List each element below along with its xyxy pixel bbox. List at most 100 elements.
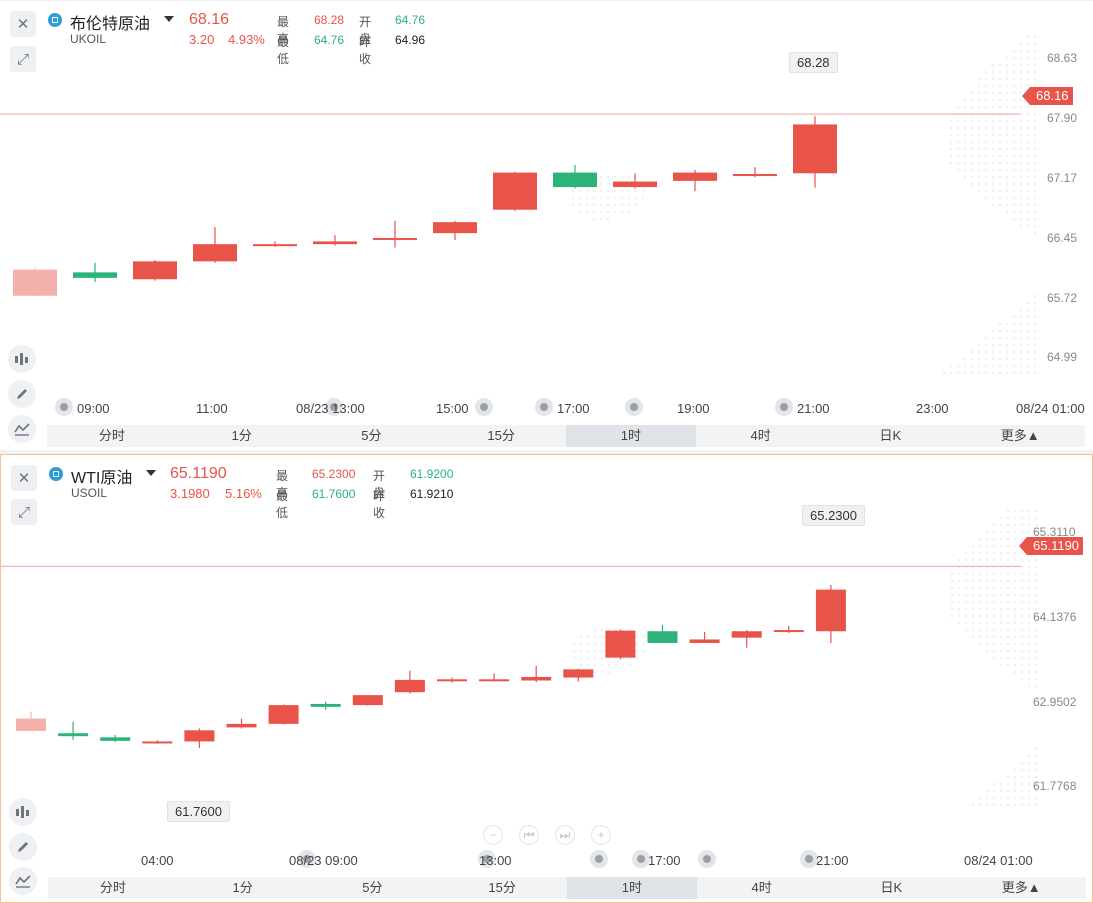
candle bbox=[793, 116, 837, 188]
candle-body bbox=[184, 730, 215, 742]
candle bbox=[773, 625, 804, 633]
prev-close-label: 昨收 bbox=[373, 489, 386, 520]
tab-daily[interactable]: 日K bbox=[879, 428, 902, 443]
chart-type-icon[interactable] bbox=[8, 345, 36, 373]
tab-5min[interactable]: 5分 bbox=[362, 880, 383, 895]
prev-close-value: 61.9210 bbox=[410, 487, 454, 501]
pencil-icon[interactable] bbox=[8, 380, 36, 408]
tab-more[interactable]: 更多▲ bbox=[1001, 880, 1041, 895]
event-marker-icon[interactable] bbox=[775, 398, 793, 416]
tab-1min[interactable]: 1分 bbox=[231, 428, 252, 443]
event-marker-icon[interactable] bbox=[535, 398, 553, 416]
tab-1hour[interactable]: 1时 bbox=[566, 425, 696, 447]
event-marker-icon[interactable] bbox=[298, 850, 316, 868]
tab-15min[interactable]: 15分 bbox=[487, 428, 515, 443]
last-price: 65.1190 bbox=[170, 465, 227, 482]
symbol-logo-icon bbox=[48, 13, 62, 27]
event-marker-icon[interactable] bbox=[698, 850, 716, 868]
indicator-icon[interactable] bbox=[9, 867, 37, 895]
event-marker-icon[interactable] bbox=[625, 398, 643, 416]
prev-close-label: 昨收 bbox=[359, 35, 372, 66]
candle-body bbox=[733, 173, 777, 177]
tab-1min[interactable]: 1分 bbox=[232, 880, 253, 895]
candle-body bbox=[394, 679, 425, 693]
candle-body bbox=[193, 244, 237, 262]
tab-more[interactable]: 更多▲ bbox=[1000, 428, 1040, 443]
candle bbox=[226, 718, 257, 729]
pencil-icon[interactable] bbox=[9, 833, 37, 861]
time-axis-label: 21:00 bbox=[797, 401, 830, 416]
symbol-code: USOIL bbox=[71, 486, 108, 500]
tab-1hour[interactable]: 1时 bbox=[567, 877, 697, 899]
candle bbox=[521, 665, 552, 683]
zoom-out-icon[interactable]: − bbox=[483, 825, 503, 845]
candle-body bbox=[563, 669, 594, 678]
candle-body bbox=[13, 269, 57, 296]
tab-daily[interactable]: 日K bbox=[880, 880, 903, 895]
caret-down-icon[interactable] bbox=[146, 470, 156, 476]
symbol-code: UKOIL bbox=[70, 32, 107, 46]
candle-body bbox=[673, 172, 717, 181]
candle bbox=[352, 695, 383, 706]
candle-body bbox=[553, 172, 597, 188]
tab-15min[interactable]: 15分 bbox=[488, 880, 516, 895]
candle-body bbox=[479, 679, 510, 682]
scroll-left-icon[interactable]: ⏮ bbox=[519, 825, 539, 845]
open-value: 61.9200 bbox=[410, 467, 454, 481]
tab-5min[interactable]: 5分 bbox=[361, 428, 382, 443]
candle bbox=[13, 268, 57, 296]
close-icon[interactable]: ✕ bbox=[10, 11, 36, 37]
candle bbox=[553, 165, 597, 189]
indicator-icon[interactable] bbox=[8, 415, 36, 443]
candle-body bbox=[815, 589, 846, 632]
symbol-name[interactable]: 布伦特原油 bbox=[70, 16, 151, 33]
change-value: 3.1980 bbox=[170, 486, 210, 501]
candle bbox=[268, 704, 299, 725]
event-marker-icon[interactable] bbox=[55, 398, 73, 416]
expand-icon[interactable]: ⤢ bbox=[11, 499, 37, 525]
tab-timeshare[interactable]: 分时 bbox=[98, 428, 125, 443]
candle bbox=[605, 629, 636, 660]
time-axis-label: 23:00 bbox=[916, 401, 949, 416]
candle bbox=[437, 677, 467, 683]
candle-body bbox=[142, 741, 173, 744]
event-marker-icon[interactable] bbox=[590, 850, 608, 868]
high-value: 65.2300 bbox=[312, 467, 356, 481]
candle-body bbox=[689, 639, 720, 643]
candle bbox=[479, 673, 510, 682]
period-tabs: 分时 1分 5分 15分 1时 4时 日K 更多▲ bbox=[48, 877, 1086, 899]
candle bbox=[253, 241, 297, 247]
event-marker-icon[interactable] bbox=[475, 398, 493, 416]
candle bbox=[689, 631, 720, 643]
caret-down-icon[interactable] bbox=[164, 16, 174, 22]
event-marker-icon[interactable] bbox=[325, 398, 343, 416]
symbol-name[interactable]: WTI原油 bbox=[71, 470, 133, 487]
candle-body bbox=[605, 630, 636, 658]
event-marker-icon[interactable] bbox=[632, 850, 650, 868]
candle bbox=[673, 169, 717, 192]
tab-timeshare[interactable]: 分时 bbox=[99, 880, 126, 895]
change-percent: 4.93% bbox=[228, 32, 265, 47]
event-marker-icon[interactable] bbox=[800, 850, 818, 868]
zoom-in-icon[interactable]: + bbox=[591, 825, 611, 845]
candle-body bbox=[647, 631, 678, 643]
candlestick-chart[interactable] bbox=[1, 455, 1093, 855]
high-label: 最高 bbox=[277, 15, 290, 46]
time-axis-label: 09:00 bbox=[77, 401, 110, 416]
candlestick-chart[interactable] bbox=[0, 1, 1093, 401]
event-marker-icon[interactable] bbox=[478, 850, 496, 868]
candle bbox=[613, 173, 657, 189]
candle bbox=[193, 226, 237, 263]
tab-4hour[interactable]: 4时 bbox=[750, 428, 771, 443]
expand-icon[interactable]: ⤢ bbox=[10, 46, 36, 72]
candle bbox=[100, 735, 131, 743]
time-axis-label: 13:00 bbox=[479, 853, 512, 868]
time-axis-label: 04:00 bbox=[141, 853, 174, 868]
wti-chart-panel: ✕ ⤢ WTI原油 USOIL 65.1190 3.1980 5.16% 最高 … bbox=[0, 454, 1093, 903]
candle bbox=[58, 721, 89, 740]
close-icon[interactable]: ✕ bbox=[11, 465, 37, 491]
candle bbox=[733, 167, 777, 178]
chart-type-icon[interactable] bbox=[9, 798, 37, 826]
scroll-right-icon[interactable]: ⏭ bbox=[555, 825, 575, 845]
tab-4hour[interactable]: 4时 bbox=[751, 880, 772, 895]
